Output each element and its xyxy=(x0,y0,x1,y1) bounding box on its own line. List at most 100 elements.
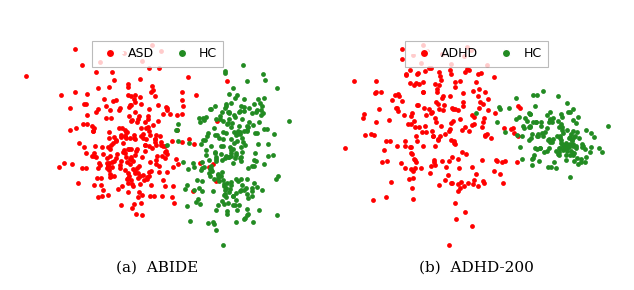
Point xyxy=(120,167,130,172)
Point xyxy=(221,154,231,158)
Point xyxy=(477,120,488,124)
Point xyxy=(473,93,483,98)
Point xyxy=(203,131,213,136)
Point xyxy=(201,153,211,158)
Point xyxy=(150,140,160,145)
Point xyxy=(242,79,252,84)
Point xyxy=(455,79,465,83)
Point xyxy=(226,101,236,106)
Point xyxy=(263,154,273,158)
Point xyxy=(145,194,155,199)
Point xyxy=(235,130,245,135)
Point xyxy=(408,197,418,201)
Point xyxy=(445,68,455,72)
Point xyxy=(479,116,489,121)
Point xyxy=(450,200,460,205)
Point xyxy=(531,119,541,124)
Point xyxy=(386,180,396,184)
Point xyxy=(547,140,557,145)
Point xyxy=(534,159,544,163)
Point xyxy=(522,119,533,123)
Point xyxy=(404,177,414,182)
Point xyxy=(212,171,223,176)
Point xyxy=(541,149,552,154)
Point xyxy=(135,174,145,178)
Point xyxy=(406,110,417,115)
Point xyxy=(256,107,266,112)
Point xyxy=(560,153,571,158)
Point xyxy=(145,160,155,164)
Point xyxy=(231,197,241,202)
Point xyxy=(89,150,99,155)
Point xyxy=(134,164,144,169)
Point xyxy=(444,159,455,163)
Point xyxy=(146,146,157,151)
Point xyxy=(228,113,238,117)
Point xyxy=(553,93,564,98)
Point xyxy=(224,110,235,114)
Point xyxy=(538,133,548,138)
Point xyxy=(450,79,460,84)
Point xyxy=(228,193,238,198)
Point xyxy=(198,137,209,142)
Point xyxy=(231,207,242,212)
Point xyxy=(385,138,395,143)
Point xyxy=(198,118,209,123)
Point xyxy=(160,155,171,160)
Point xyxy=(371,120,381,124)
Point xyxy=(119,148,129,153)
Point xyxy=(555,146,565,151)
Point xyxy=(569,151,579,155)
Point xyxy=(237,182,247,187)
Point xyxy=(112,139,122,143)
Point xyxy=(533,133,543,138)
Point xyxy=(398,46,408,51)
Point xyxy=(101,104,111,109)
Point xyxy=(128,167,138,172)
Point xyxy=(469,114,479,119)
Point xyxy=(125,136,135,140)
Point xyxy=(250,151,260,155)
Point xyxy=(568,151,578,155)
Point xyxy=(558,130,568,135)
Point xyxy=(67,162,77,166)
Point xyxy=(571,143,581,148)
Point xyxy=(561,140,571,145)
Point xyxy=(204,170,214,175)
Point xyxy=(203,221,213,226)
Point xyxy=(571,121,581,126)
Point xyxy=(590,134,600,139)
Point xyxy=(513,103,523,108)
Point xyxy=(120,128,131,133)
Point xyxy=(120,155,131,160)
Point xyxy=(202,134,212,139)
Point xyxy=(468,182,478,187)
Point xyxy=(458,104,469,109)
Point xyxy=(104,129,114,134)
Point xyxy=(148,123,158,128)
Point xyxy=(436,124,446,128)
Point xyxy=(429,82,439,86)
Point xyxy=(221,209,231,213)
Point xyxy=(115,158,126,163)
Point xyxy=(476,70,486,75)
Point xyxy=(129,97,139,101)
Point xyxy=(252,108,262,112)
Point xyxy=(249,101,259,106)
Point xyxy=(545,140,555,145)
Point xyxy=(387,98,397,103)
Point xyxy=(462,45,472,49)
Point xyxy=(446,61,456,66)
Point xyxy=(141,177,152,181)
Point xyxy=(88,128,98,133)
Point xyxy=(89,154,100,158)
Point xyxy=(511,117,521,122)
Point xyxy=(194,186,204,190)
Point xyxy=(242,192,252,197)
Point xyxy=(469,122,479,127)
Point xyxy=(235,202,245,207)
Point xyxy=(422,49,432,54)
Point xyxy=(517,157,527,162)
Point xyxy=(107,160,117,164)
Point xyxy=(211,156,221,161)
